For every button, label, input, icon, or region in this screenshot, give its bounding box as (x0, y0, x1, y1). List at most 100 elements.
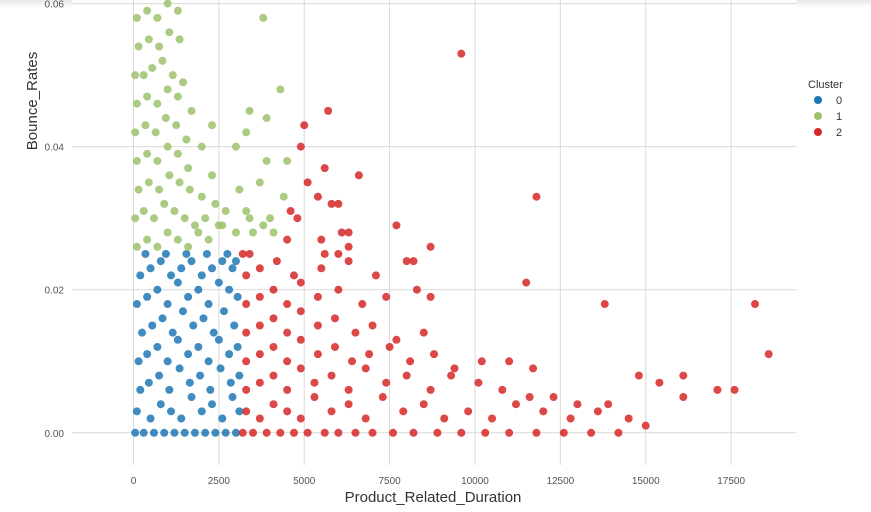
data-point-cluster-2 (242, 385, 251, 394)
data-point-cluster-2 (409, 428, 418, 437)
data-point-cluster-2 (344, 400, 353, 409)
data-point-cluster-2 (334, 428, 343, 437)
data-point-cluster-0 (218, 414, 227, 423)
data-point-cluster-0 (161, 249, 170, 258)
data-point-cluster-0 (208, 264, 217, 273)
data-point-cluster-1 (153, 99, 162, 108)
data-point-cluster-1 (231, 142, 240, 151)
data-point-cluster-0 (197, 271, 206, 280)
data-point-cluster-2 (269, 314, 278, 323)
data-point-cluster-1 (161, 114, 170, 123)
data-point-cluster-0 (230, 321, 239, 330)
legend: Cluster 0 1 2 (808, 79, 843, 139)
data-point-cluster-2 (392, 335, 401, 344)
data-point-cluster-2 (286, 207, 295, 216)
data-point-cluster-2 (269, 342, 278, 351)
y-tick-label: 0.02 (45, 286, 65, 297)
data-point-cluster-0 (228, 264, 237, 273)
data-point-cluster-2 (371, 271, 380, 280)
data-point-cluster-1 (163, 85, 172, 94)
data-point-cluster-2 (382, 292, 391, 301)
data-point-cluster-2 (511, 400, 520, 409)
data-point-cluster-0 (180, 428, 189, 437)
data-point-cluster-2 (269, 400, 278, 409)
data-point-cluster-1 (155, 42, 164, 51)
data-point-cluster-2 (361, 414, 370, 423)
legend-marker-0 (814, 96, 822, 104)
data-point-cluster-2 (344, 385, 353, 394)
data-point-cluster-2 (337, 228, 346, 237)
data-point-cluster-0 (168, 328, 177, 337)
data-point-cluster-1 (158, 56, 167, 65)
data-point-cluster-2 (402, 371, 411, 380)
data-point-cluster-2 (283, 300, 292, 309)
data-points (131, 0, 773, 437)
data-point-cluster-2 (272, 257, 281, 266)
data-point-cluster-2 (344, 257, 353, 266)
data-point-cluster-1 (131, 214, 140, 223)
data-point-cluster-2 (382, 378, 391, 387)
plot-area-background (72, 0, 796, 465)
data-point-cluster-2 (409, 257, 418, 266)
data-point-cluster-2 (351, 428, 360, 437)
data-point-cluster-2 (283, 385, 292, 394)
data-point-cluster-1 (178, 78, 187, 87)
data-point-cluster-1 (242, 207, 251, 216)
data-point-cluster-2 (532, 428, 541, 437)
data-point-cluster-2 (313, 192, 322, 201)
data-point-cluster-2 (477, 357, 486, 366)
data-point-cluster-0 (170, 428, 179, 437)
y-tick-label: 0.00 (45, 429, 65, 440)
data-point-cluster-1 (143, 92, 152, 101)
data-point-cluster-0 (175, 364, 184, 373)
data-point-cluster-2 (549, 393, 558, 402)
data-point-cluster-1 (163, 0, 172, 8)
data-point-cluster-1 (165, 28, 174, 37)
x-tick-labels: 0 2500 5000 7500 10000 12500 15000 17500 (131, 476, 746, 487)
data-point-cluster-2 (368, 321, 377, 330)
data-point-cluster-1 (211, 199, 220, 208)
data-point-cluster-0 (189, 321, 198, 330)
data-point-cluster-2 (296, 278, 305, 287)
data-point-cluster-1 (218, 221, 227, 230)
data-point-cluster-1 (143, 235, 152, 244)
data-point-cluster-2 (296, 364, 305, 373)
y-axis-label: Bounce_Rates (24, 52, 41, 150)
data-point-cluster-2 (327, 199, 336, 208)
data-point-cluster-1 (139, 207, 148, 216)
y-tick-labels: 0.00 0.02 0.04 0.06 (45, 0, 65, 440)
x-tick-label: 7500 (378, 476, 401, 487)
data-point-cluster-1 (208, 121, 217, 130)
data-point-cluster-0 (225, 285, 234, 294)
data-point-cluster-0 (143, 350, 152, 359)
data-point-cluster-0 (201, 428, 210, 437)
data-point-cluster-2 (474, 378, 483, 387)
data-point-cluster-2 (324, 106, 333, 115)
data-point-cluster-2 (406, 357, 415, 366)
data-point-cluster-2 (525, 393, 534, 402)
legend-label-0: 0 (836, 95, 842, 107)
data-point-cluster-0 (149, 428, 158, 437)
data-point-cluster-0 (226, 378, 235, 387)
data-point-cluster-1 (187, 106, 196, 115)
data-point-cluster-1 (184, 164, 193, 173)
data-point-cluster-2 (419, 400, 428, 409)
data-point-cluster-1 (184, 242, 193, 251)
data-point-cluster-2 (361, 364, 370, 373)
data-point-cluster-0 (134, 357, 143, 366)
data-point-cluster-1 (245, 214, 254, 223)
data-point-cluster-2 (433, 428, 442, 437)
data-point-cluster-0 (218, 257, 227, 266)
data-point-cluster-0 (235, 407, 244, 416)
data-point-cluster-1 (266, 214, 275, 223)
data-point-cluster-1 (132, 99, 141, 108)
data-point-cluster-1 (259, 221, 268, 230)
data-point-cluster-2 (313, 350, 322, 359)
data-point-cluster-2 (344, 228, 353, 237)
data-point-cluster-2 (634, 371, 643, 380)
data-point-cluster-1 (262, 156, 271, 165)
data-point-cluster-2 (327, 371, 336, 380)
data-point-cluster-2 (573, 400, 582, 409)
data-point-cluster-1 (131, 71, 140, 80)
data-point-cluster-2 (255, 321, 264, 330)
